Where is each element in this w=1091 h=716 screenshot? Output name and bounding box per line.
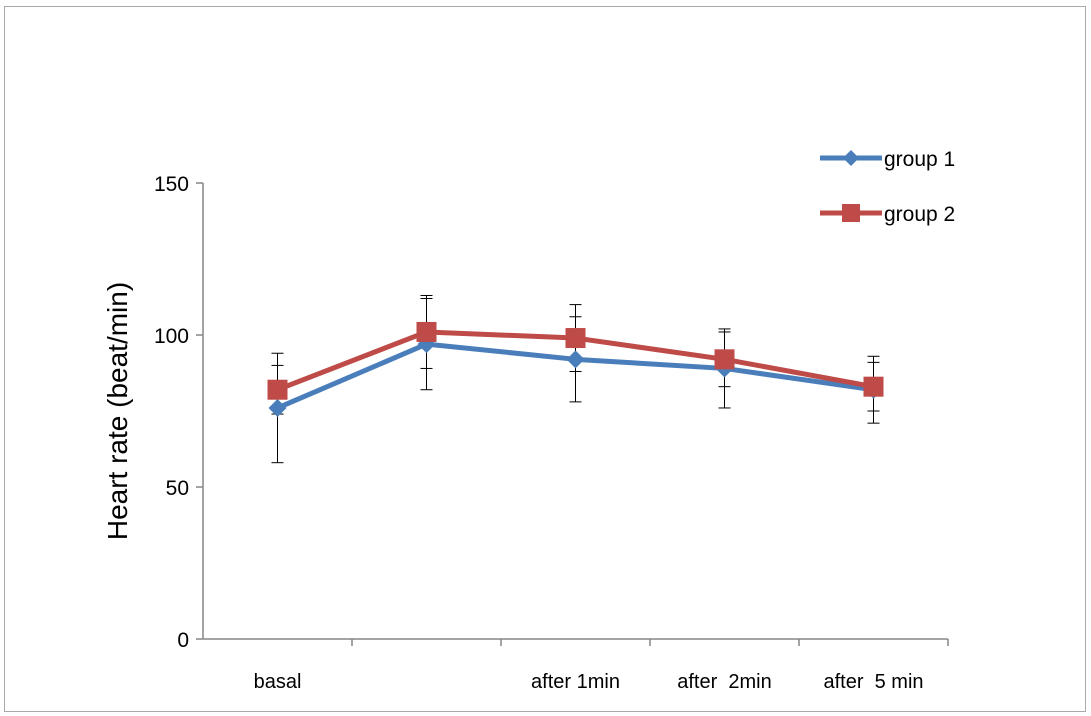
y-tick-label: 150 (154, 173, 189, 196)
legend-label-group-1: group 1 (884, 148, 955, 171)
data-point-square (863, 376, 884, 397)
y-tick-label: 100 (154, 325, 189, 348)
legend-marker-group-2 (842, 204, 860, 222)
data-point-square (416, 321, 437, 342)
legend-label-group-2: group 2 (884, 203, 955, 226)
data-point-square (714, 349, 735, 370)
y-axis-label: Heart rate (beat/min) (102, 282, 133, 540)
y-tick-label: 50 (166, 477, 189, 500)
x-category-label: after 2min (677, 671, 771, 693)
legend: group 1 group 2 (820, 148, 955, 226)
chart-frame (4, 6, 1086, 712)
data-point-diamond (268, 398, 287, 417)
y-tick-label: 0 (177, 629, 189, 652)
data-point-diamond (566, 350, 585, 369)
legend-marker-group-1 (843, 150, 859, 166)
x-category-label: after 1min (531, 671, 620, 693)
x-category-label: after 5 min (823, 671, 923, 693)
data-point-square (565, 328, 586, 349)
x-category-label: basal (254, 671, 302, 693)
data-point-square (267, 379, 288, 400)
